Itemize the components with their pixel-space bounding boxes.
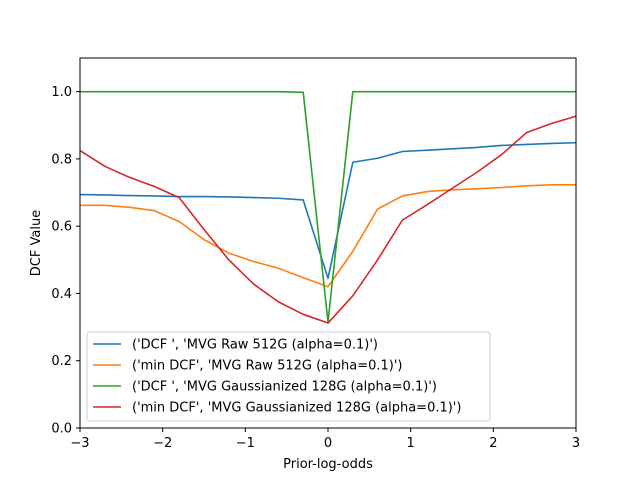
x-tick-label: −3 xyxy=(70,436,89,451)
x-tick-label: 3 xyxy=(572,436,580,451)
y-tick-label: 0.6 xyxy=(51,220,72,235)
y-tick-label: 0.2 xyxy=(51,354,72,369)
legend-box xyxy=(86,331,491,422)
y-tick-label: 0.0 xyxy=(51,422,72,437)
y-axis-ticks: 0.0 0.2 0.4 0.6 0.8 1.0 xyxy=(51,85,80,437)
x-tick-label: −2 xyxy=(153,436,172,451)
x-axis-ticks: −3 −2 −1 0 1 2 3 xyxy=(70,428,580,451)
legend-label-3: ('DCF ', 'MVG Gaussianized 128G (alpha=0… xyxy=(132,380,437,395)
series-layer xyxy=(80,90,576,324)
x-tick-label: 2 xyxy=(489,436,497,451)
y-axis-label: DCF Value xyxy=(29,210,44,276)
legend-items: ('DCF ', 'MVG Raw 512G (alpha=0.1)') ('mi… xyxy=(93,338,461,416)
series-line-4 xyxy=(80,115,576,324)
x-tick-label: 0 xyxy=(324,436,332,451)
legend: ('DCF ', 'MVG Raw 512G (alpha=0.1)') ('mi… xyxy=(86,331,491,422)
y-tick-label: 0.4 xyxy=(51,287,72,302)
legend-label-1: ('DCF ', 'MVG Raw 512G (alpha=0.1)') xyxy=(132,338,378,353)
x-axis-label: Prior-log-odds xyxy=(283,457,373,472)
series-line-2 xyxy=(80,184,576,288)
x-tick-label: 1 xyxy=(407,436,415,451)
series-line-1 xyxy=(80,141,576,280)
y-tick-label: 0.8 xyxy=(51,152,72,167)
y-tick-label: 1.0 xyxy=(51,85,72,100)
legend-label-2: ('min DCF', 'MVG Raw 512G (alpha=0.1)') xyxy=(132,359,402,374)
x-tick-label: −1 xyxy=(236,436,255,451)
legend-label-4: ('min DCF', 'MVG Gaussianized 128G (alph… xyxy=(132,401,461,416)
